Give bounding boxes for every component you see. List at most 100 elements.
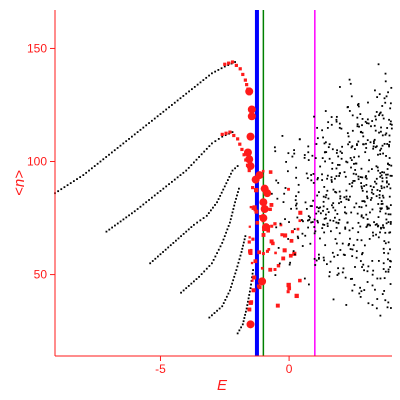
data-point (279, 222, 282, 225)
data-point (337, 163, 339, 166)
data-point (145, 201, 148, 204)
data-point (380, 200, 383, 203)
data-point (200, 153, 203, 156)
data-point (381, 134, 384, 137)
data-point (323, 217, 326, 220)
data-point (251, 237, 255, 241)
data-point (203, 270, 206, 273)
data-point (305, 172, 308, 175)
data-point (372, 269, 375, 272)
data-point (380, 185, 383, 188)
data-point (367, 265, 370, 268)
data-point (377, 153, 379, 156)
data-point (348, 110, 351, 112)
data-point (266, 228, 271, 233)
data-point (361, 131, 364, 134)
data-point (371, 120, 374, 122)
data-point (343, 254, 346, 256)
data-point (145, 124, 148, 127)
data-point (388, 118, 390, 121)
data-point (360, 214, 363, 217)
data-point (314, 230, 317, 233)
data-point (257, 250, 262, 255)
data-point (193, 161, 195, 164)
data-point (382, 152, 384, 155)
data-point (361, 176, 364, 179)
data-point (277, 247, 280, 249)
data-point (312, 182, 315, 184)
data-point (316, 177, 319, 179)
data-point (340, 157, 343, 160)
data-point (327, 146, 330, 149)
data-point (365, 142, 367, 145)
data-point (133, 210, 136, 213)
data-point (150, 196, 153, 199)
data-point (367, 223, 370, 226)
data-point (241, 72, 245, 77)
data-point (286, 290, 290, 294)
data-point (248, 294, 251, 296)
data-point (148, 122, 150, 124)
data-point (251, 279, 254, 282)
data-point (188, 90, 190, 93)
data-point (168, 106, 170, 109)
data-point (366, 281, 369, 283)
data-point (361, 124, 363, 127)
data-point (388, 157, 391, 159)
data-point (327, 197, 330, 200)
data-point (331, 251, 334, 254)
data-point (180, 291, 182, 294)
data-point (372, 193, 375, 195)
data-point (221, 305, 224, 308)
data-point (328, 275, 331, 278)
y-tick-label: 100 (27, 155, 47, 169)
data-point (361, 251, 364, 254)
data-point (347, 199, 350, 202)
data-point (375, 118, 377, 121)
data-point (190, 226, 193, 228)
data-point (382, 196, 385, 199)
data-point (366, 139, 369, 142)
data-point (156, 192, 159, 195)
data-point (373, 142, 375, 145)
data-point (374, 115, 377, 118)
data-point (205, 267, 208, 270)
data-point (179, 174, 182, 176)
data-point (335, 115, 338, 118)
data-point (377, 236, 380, 239)
data-point (243, 148, 252, 157)
data-point (383, 142, 386, 145)
data-point (384, 231, 387, 234)
data-point (345, 160, 348, 163)
data-point (374, 129, 377, 132)
data-point (351, 145, 354, 148)
data-point (236, 194, 238, 197)
data-point (383, 171, 386, 174)
data-point (226, 228, 229, 231)
data-point (304, 201, 307, 204)
data-point (374, 223, 377, 226)
data-point (295, 176, 298, 179)
data-point (383, 97, 386, 100)
data-point (360, 206, 363, 209)
data-point (303, 154, 306, 156)
data-point (168, 183, 170, 186)
data-point (302, 220, 304, 223)
data-point (283, 233, 288, 238)
data-point (349, 82, 352, 85)
data-point (190, 282, 193, 285)
data-point (384, 212, 387, 215)
data-point (128, 138, 130, 140)
data-point (389, 259, 391, 262)
data-point (325, 263, 328, 266)
data-point (209, 209, 212, 212)
data-point (331, 204, 333, 207)
data-point (295, 166, 298, 169)
data-point (330, 179, 333, 181)
data-point (113, 149, 116, 152)
data-point (311, 221, 314, 223)
data-point (179, 97, 182, 100)
data-point (382, 268, 385, 270)
data-point (379, 314, 382, 317)
data-point (378, 114, 380, 117)
